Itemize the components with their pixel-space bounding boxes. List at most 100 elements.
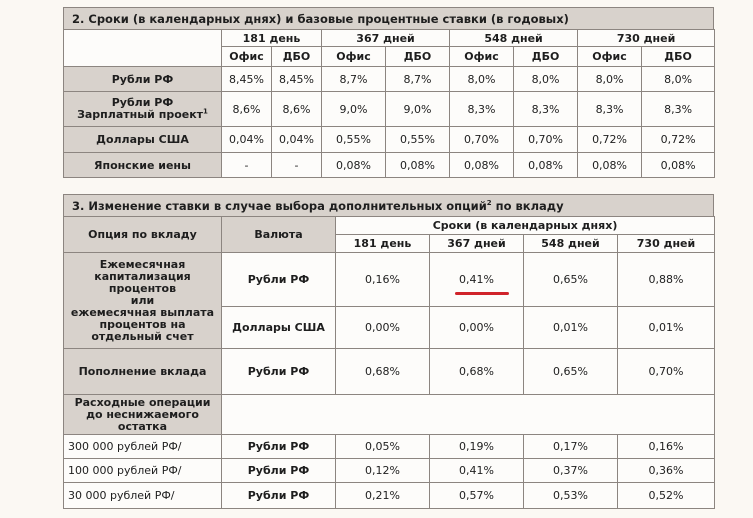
threshold-label: 30 000 рублей РФ/	[63, 482, 222, 509]
rate-cell: 0,55%	[321, 126, 387, 153]
rate-cell: 8,3%	[449, 91, 515, 127]
period-header: 367 дней	[429, 234, 524, 253]
rate-cell: 8,0%	[513, 66, 579, 92]
rate-cell: 0,70%	[513, 126, 579, 153]
channel-header: ДБО	[385, 46, 451, 67]
currency-cell: Рубли РФ	[221, 348, 336, 395]
table-row: 300 000 рублей РФ/ Рубли РФ 0,05% 0,19% …	[63, 434, 716, 459]
rate-cell: 0,08%	[577, 152, 643, 178]
rate-cell: 0,21%	[335, 482, 430, 509]
rate-cell: 8,0%	[577, 66, 643, 92]
rate-cell: 0,72%	[577, 126, 643, 153]
rate-cell: 0,12%	[335, 458, 430, 483]
period-header: 181 день	[220, 29, 323, 47]
rate-cell: 0,70%	[449, 126, 515, 153]
rate-cell: -	[221, 152, 272, 178]
rate-cell: 0,68%	[429, 348, 524, 395]
rate-cell: 8,7%	[385, 66, 451, 92]
channel-header: ДБО	[270, 46, 323, 67]
table-row: Пополнение вклада Рубли РФ 0,68% 0,68% 0…	[63, 348, 716, 395]
currency-label: Доллары США	[63, 126, 222, 153]
rate-cell: 8,45%	[270, 66, 323, 92]
period-header: 548 дней	[523, 234, 618, 253]
rate-cell: 0,19%	[429, 434, 524, 459]
rate-cell: 0,41%	[429, 252, 524, 307]
footnote-mark: 2	[486, 199, 492, 208]
rate-cell: 0,88%	[616, 252, 716, 307]
channel-header: Офис	[321, 46, 387, 67]
option-withdrawal-label: Расходные операции до неснижаемого остат…	[63, 394, 222, 435]
rate-cell: 0,08%	[449, 152, 515, 178]
rate-cell: 0,08%	[321, 152, 387, 178]
currency-label: Рубли РФ Зарплатный проект1	[63, 91, 222, 127]
rate-cell: 0,52%	[616, 482, 716, 509]
rate-cell: 0,68%	[335, 348, 430, 395]
currency-cell: Доллары США	[221, 306, 336, 349]
section3-title: 3. Изменение ставки в случае выбора допо…	[63, 194, 714, 217]
rate-cell: 0,00%	[429, 306, 524, 349]
rate-cell: 8,3%	[641, 91, 716, 127]
rate-cell: 8,7%	[321, 66, 387, 92]
rate-cell: 0,01%	[616, 306, 716, 349]
channel-header: ДБО	[641, 46, 716, 67]
options-table: Опция по вкладу Валюта Сроки (в календар…	[63, 216, 716, 509]
rate-cell: 0,04%	[270, 126, 323, 153]
currency-label-line: Рубли РФ	[111, 96, 174, 109]
rate-cell: 0,17%	[523, 434, 618, 459]
rate-cell: 8,3%	[577, 91, 643, 127]
rate-cell: 9,0%	[385, 91, 451, 127]
rate-cell: 0,00%	[335, 306, 430, 349]
terms-header: Сроки (в календарных днях)	[334, 216, 716, 235]
table-row: 100 000 рублей РФ/ Рубли РФ 0,12% 0,41% …	[63, 458, 716, 483]
table-row: 30 000 рублей РФ/ Рубли РФ 0,21% 0,57% 0…	[63, 482, 716, 509]
rate-cell: 0,70%	[616, 348, 716, 395]
currency-cell: Рубли РФ	[221, 434, 336, 459]
rate-cell: 0,08%	[641, 152, 716, 178]
period-header: 730 дней	[577, 29, 716, 47]
channel-header: ДБО	[513, 46, 579, 67]
empty-corner-cell	[63, 29, 222, 67]
rate-cell: 0,16%	[335, 252, 430, 307]
currency-header: Валюта	[221, 216, 336, 253]
rate-cell: 0,53%	[523, 482, 618, 509]
rate-cell: 0,57%	[429, 482, 524, 509]
rate-cell: 0,04%	[221, 126, 272, 153]
rate-cell: 0,72%	[641, 126, 716, 153]
rate-cell: 8,6%	[221, 91, 272, 127]
rate-cell: 0,36%	[616, 458, 716, 483]
option-header: Опция по вкладу	[63, 216, 222, 253]
period-header: 730 дней	[616, 234, 716, 253]
channel-header: Офис	[577, 46, 643, 67]
threshold-label: 300 000 рублей РФ/	[63, 434, 222, 459]
rate-cell: 0,37%	[523, 458, 618, 483]
threshold-label: 100 000 рублей РФ/	[63, 458, 222, 483]
section2-title: 2. Сроки (в календарных днях) и базовые …	[63, 7, 714, 30]
option-capitalization-label: Ежемесячная капитализация процентов или …	[63, 252, 222, 349]
rate-cell: 0,65%	[523, 252, 618, 307]
rate-cell: 8,45%	[221, 66, 272, 92]
base-rates-table: 181 день 367 дней 548 дней 730 дней Офис…	[63, 29, 716, 178]
table-row: Ежемесячная капитализация процентов или …	[63, 252, 716, 349]
rate-cell: 0,08%	[385, 152, 451, 178]
period-header: 181 день	[335, 234, 430, 253]
period-header: 367 дней	[321, 29, 451, 47]
rate-cell: 8,6%	[270, 91, 323, 127]
rate-cell: 0,08%	[513, 152, 579, 178]
currency-label-line: Зарплатный проект1	[77, 107, 208, 121]
period-header: 548 дней	[449, 29, 579, 47]
currency-cell: Рубли РФ	[221, 482, 336, 509]
currency-cell: Рубли РФ	[221, 252, 336, 307]
rate-cell: 0,16%	[616, 434, 716, 459]
channel-header: Офис	[221, 46, 272, 67]
option-topup-label: Пополнение вклада	[63, 348, 222, 395]
rate-cell: 0,55%	[385, 126, 451, 153]
currency-label: Японские иены	[63, 152, 222, 178]
empty-cell	[220, 394, 716, 435]
table-row: Расходные операции до неснижаемого остат…	[63, 394, 716, 435]
rate-cell: 8,0%	[449, 66, 515, 92]
highlight-underline	[455, 292, 509, 295]
rate-cell: 8,0%	[641, 66, 716, 92]
channel-header: Офис	[449, 46, 515, 67]
rate-cell: -	[270, 152, 323, 178]
table-row: Доллары США 0,04% 0,04% 0,55% 0,55% 0,70…	[63, 126, 716, 153]
